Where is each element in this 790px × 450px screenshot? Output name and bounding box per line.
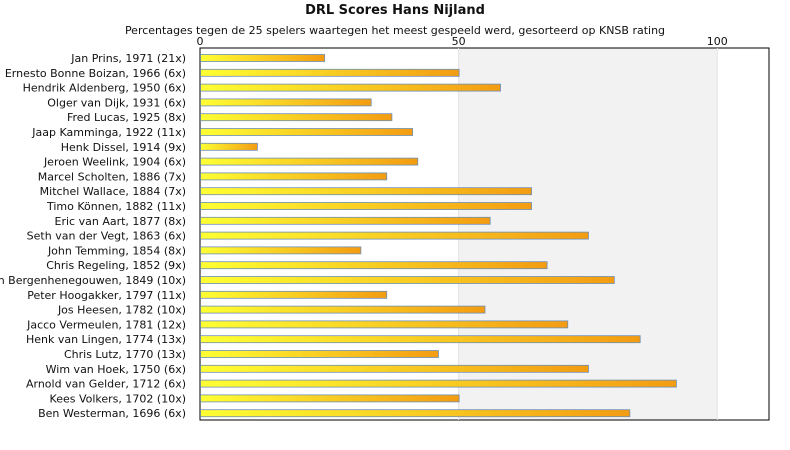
bar xyxy=(200,142,258,151)
bar xyxy=(200,290,388,299)
category-label: Jos Heesen, 1782 (10x) xyxy=(57,304,186,317)
bar xyxy=(200,54,326,62)
category-label: Ben Westerman, 1696 (6x) xyxy=(38,407,186,420)
bar xyxy=(200,246,362,255)
bar xyxy=(200,113,393,122)
bar xyxy=(200,305,486,314)
category-label: Arnold van Gelder, 1712 (6x) xyxy=(26,378,186,391)
category-label: an Bergenhenegouwen, 1849 (10x) xyxy=(0,274,186,287)
bar xyxy=(200,98,372,107)
category-label: Timo Können, 1882 (11x) xyxy=(46,200,186,213)
bar xyxy=(200,261,548,270)
category-label: Marcel Scholten, 1886 (7x) xyxy=(38,170,186,183)
category-label: Chris Lutz, 1770 (13x) xyxy=(64,348,186,361)
bar xyxy=(200,276,615,284)
category-label: Chris Regeling, 1852 (9x) xyxy=(46,259,186,272)
category-label: Jeroen Weelink, 1904 (6x) xyxy=(43,156,186,169)
bar xyxy=(200,128,413,136)
category-label: Mitchel Wallace, 1884 (7x) xyxy=(40,185,186,198)
bar xyxy=(200,364,589,373)
bar xyxy=(200,157,419,166)
bar xyxy=(200,68,460,77)
category-label: Seth van der Vegt, 1863 (6x) xyxy=(27,230,186,243)
bar xyxy=(200,231,589,240)
chart-subtitle: Percentages tegen de 25 spelers waartege… xyxy=(124,24,666,37)
bar xyxy=(200,335,641,344)
chart-title: DRL Scores Hans Nijland xyxy=(305,3,485,18)
category-label: John Temming, 1854 (8x) xyxy=(47,244,186,257)
category-label: Hendrik Aldenberg, 1950 (6x) xyxy=(23,82,186,95)
category-label: Jan Prins, 1971 (21x) xyxy=(70,52,186,65)
bar xyxy=(200,320,569,329)
category-label: Fred Lucas, 1925 (8x) xyxy=(67,111,186,124)
bar xyxy=(200,172,388,181)
bar xyxy=(200,202,532,210)
x-tick-label: 50 xyxy=(452,35,466,48)
category-label: Wim van Hoek, 1750 (6x) xyxy=(46,363,186,376)
x-tick-label: 100 xyxy=(707,35,728,48)
x-tick-label: 0 xyxy=(197,35,204,48)
category-label: Henk Dissel, 1914 (9x) xyxy=(61,141,186,154)
category-label: Jaap Kamminga, 1922 (11x) xyxy=(31,126,186,139)
category-label: Jacco Vermeulen, 1781 (12x) xyxy=(26,318,186,331)
category-label: Ernesto Bonne Boizan, 1966 (6x) xyxy=(5,67,186,80)
bar xyxy=(200,187,532,196)
plot-area xyxy=(199,47,770,421)
bar xyxy=(200,394,460,403)
bar xyxy=(200,216,491,225)
category-label: Kees Volkers, 1702 (10x) xyxy=(50,392,186,405)
category-label: Olger van Dijk, 1931 (6x) xyxy=(47,96,186,109)
category-label: Henk van Lingen, 1774 (13x) xyxy=(26,333,186,346)
category-label: Eric van Aart, 1877 (8x) xyxy=(55,215,186,228)
bar xyxy=(200,350,439,358)
bar xyxy=(200,83,501,92)
bar xyxy=(200,379,677,388)
bar xyxy=(200,409,631,418)
category-label: Peter Hoogakker, 1797 (11x) xyxy=(27,289,186,302)
